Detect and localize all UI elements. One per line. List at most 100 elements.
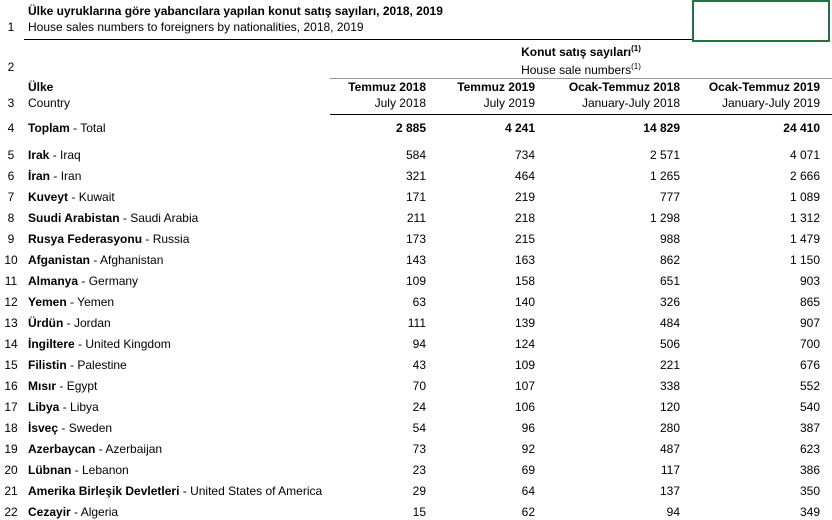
header-border [330, 114, 832, 115]
cell-text: Filistin - Palestine [28, 358, 127, 372]
cell-text: 94 [666, 505, 680, 519]
cell-text: 73 [412, 442, 426, 456]
text: Libya [28, 400, 60, 414]
selected-cell[interactable] [692, 0, 830, 42]
cell-text: House sale numbers(1) [330, 60, 832, 77]
cell-text: 107 [514, 379, 535, 393]
text: Ürdün [28, 316, 64, 330]
text: İsveç [28, 421, 59, 435]
cell-text: Rusya Federasyonu - Russia [28, 232, 189, 246]
cell-text: 350 [799, 484, 820, 498]
cell-text: 349 [799, 505, 820, 519]
cell-text: 15 [412, 505, 426, 519]
cell-text: 62 [521, 505, 535, 519]
cell-text: 17 [4, 400, 18, 414]
cell-text: 623 [799, 442, 820, 456]
cell-text: Ülke uyruklarına göre yabancılara yapıla… [28, 4, 443, 18]
cell-text: 484 [659, 316, 680, 330]
cell-text: Ocak-Temmuz 2019 [708, 80, 820, 94]
text: - Afghanistan [93, 253, 164, 267]
cell-text: 4 071 [789, 148, 820, 162]
cell-text: 6 [7, 169, 15, 183]
cell-text: 221 [659, 358, 680, 372]
cell-text: 163 [514, 253, 535, 267]
cell-text: 1 150 [789, 253, 820, 267]
text: - Iran [53, 169, 82, 183]
cell-text: 70 [412, 379, 426, 393]
cell-text: Temmuz 2019 [457, 80, 535, 94]
cell-text: 171 [405, 190, 426, 204]
cell-text: 3 [7, 96, 15, 110]
text: Toplam [28, 121, 70, 135]
text: Almanya [28, 274, 79, 288]
text: - United Kingdom [78, 337, 171, 351]
cell-text: 1 265 [649, 169, 680, 183]
cell-text: 907 [799, 316, 820, 330]
cell-text: July 2019 [483, 96, 535, 110]
text: Azerbaycan [28, 442, 96, 456]
text: - Palestine [70, 358, 127, 372]
cell-text: 321 [405, 169, 426, 183]
cell-text: January-July 2018 [581, 96, 680, 110]
group-border [330, 78, 832, 79]
cell-text: 218 [514, 211, 535, 225]
cell-text: 140 [514, 295, 535, 309]
cell-text: İsveç - Sweden [28, 421, 112, 435]
cell-text: Afganistan - Afghanistan [28, 253, 163, 267]
text: İngiltere [28, 337, 75, 351]
cell-text: 2 571 [649, 148, 680, 162]
cell-text: 139 [514, 316, 535, 330]
cell-text: 7 [7, 190, 15, 204]
cell-text: 92 [521, 442, 535, 456]
text: Irak [28, 148, 50, 162]
cell-text: 96 [521, 421, 535, 435]
cell-text: Azerbaycan - Azerbaijan [28, 442, 162, 456]
cell-text: 219 [514, 190, 535, 204]
cell-text: 158 [514, 274, 535, 288]
cell-text: 18 [4, 421, 18, 435]
cell-text: 2 [7, 60, 15, 74]
cell-text: Amerika Birleşik Devletleri - United Sta… [28, 484, 322, 498]
cell-text: Suudi Arabistan - Saudi Arabia [28, 211, 198, 225]
cell-text: 4 [7, 121, 15, 135]
cell-text: 143 [405, 253, 426, 267]
cell-text: 117 [660, 463, 680, 477]
cell-text: Toplam - Total [28, 121, 106, 135]
cell-text: 903 [799, 274, 820, 288]
text: Mısır [28, 379, 57, 393]
text: - Total [73, 121, 106, 135]
cell-text: 676 [799, 358, 820, 372]
cell-text: 1 089 [789, 190, 820, 204]
text: Konut satış sayıları [521, 45, 632, 59]
cell-text: 1 [7, 20, 15, 34]
footnote: (1) [631, 62, 641, 71]
cell-text: 387 [799, 421, 820, 435]
cell-text: 700 [799, 337, 820, 351]
cell-text: 1 298 [649, 211, 680, 225]
cell-text: 865 [799, 295, 820, 309]
cell-text: Mısır - Egypt [28, 379, 97, 393]
text: House sale numbers [521, 63, 632, 77]
cell-text: 14 829 [643, 121, 680, 135]
cell-text: 19 [4, 442, 18, 456]
text: Lübnan [28, 463, 72, 477]
text: İran [28, 169, 51, 183]
text: - Libya [62, 400, 99, 414]
cell-text: 106 [514, 400, 535, 414]
cell-text: 5 [7, 148, 15, 162]
cell-text: 16 [4, 379, 18, 393]
footnote: (1) [631, 44, 641, 53]
cell-text: 109 [405, 274, 426, 288]
cell-text: 14 [4, 337, 18, 351]
cell-text: 22 [4, 505, 18, 519]
cell-text: Libya - Libya [28, 400, 99, 414]
cell-text: 777 [659, 190, 680, 204]
cell-text: 280 [659, 421, 680, 435]
cell-text: 862 [659, 253, 680, 267]
cell-text: 173 [405, 232, 426, 246]
cell-text: 20 [4, 463, 18, 477]
text: Cezayir [28, 505, 71, 519]
cell-text: 506 [659, 337, 680, 351]
cell-text: Almanya - Germany [28, 274, 138, 288]
